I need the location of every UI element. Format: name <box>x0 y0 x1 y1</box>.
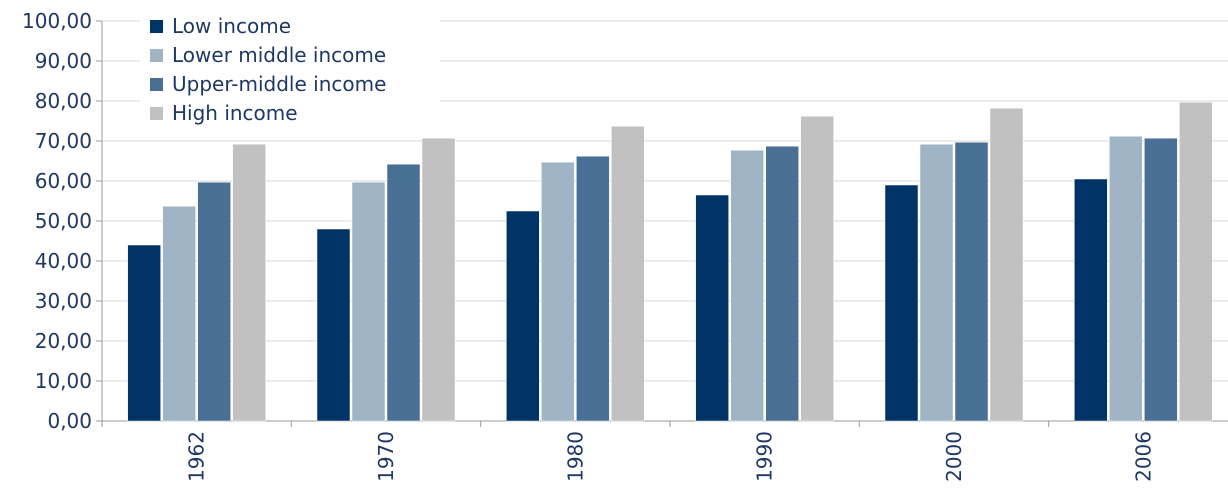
x-tick-label: 1970 <box>374 431 398 482</box>
bar-high-income-1980 <box>611 125 645 422</box>
bar-lower-middle-income-1980 <box>541 161 575 422</box>
bar-upper-middle-income-2006 <box>1144 137 1178 422</box>
y-tick-label: 40,00 <box>35 249 92 273</box>
bar-upper-middle-income-1970 <box>386 163 421 422</box>
bar-lower-middle-income-1962 <box>162 205 196 422</box>
bar-lower-middle-income-1970 <box>351 181 386 422</box>
x-tick-label: 1962 <box>185 431 209 482</box>
y-tick-label: 80,00 <box>35 89 92 113</box>
bar-high-income-1970 <box>421 137 456 422</box>
y-tick-label: 70,00 <box>35 129 92 153</box>
legend-swatch <box>150 20 163 33</box>
x-tick-label: 2000 <box>942 431 966 482</box>
legend: Low income Lower middle income Upper-middl… <box>140 8 440 130</box>
legend-background <box>140 8 440 130</box>
legend-label: Lower middle income <box>172 43 386 67</box>
legend-label: Upper-middle income <box>172 72 386 96</box>
x-tick-label: 2006 <box>1131 431 1155 482</box>
y-tick-label: 50,00 <box>35 209 92 233</box>
legend-swatch <box>150 107 163 120</box>
x-tick-label: 1990 <box>753 431 777 482</box>
y-tick-label: 10,00 <box>35 369 92 393</box>
bar-low-income-1970 <box>316 228 351 422</box>
bar-low-income-2006 <box>1074 178 1108 422</box>
y-tick-label: 0,00 <box>47 409 92 433</box>
bar-lower-middle-income-1990 <box>730 149 764 422</box>
bar-high-income-1962 <box>232 143 266 422</box>
bar-low-income-1980 <box>506 210 540 422</box>
bar-lower-middle-income-2000 <box>919 143 954 422</box>
x-axis-ticks: 1962 1970 1980 1990 2000 2006 <box>185 431 1156 482</box>
bar-low-income-1990 <box>695 194 729 422</box>
bar-lower-middle-income-2006 <box>1109 135 1143 422</box>
y-axis-ticks: 0,00 10,00 20,00 30,00 40,00 50,00 60,00 70,00 8… <box>22 9 92 433</box>
axes <box>96 20 1228 427</box>
bar-high-income-1990 <box>800 115 834 422</box>
bar-low-income-1962 <box>127 244 161 422</box>
bar-high-income-2000 <box>989 107 1024 422</box>
bar-upper-middle-income-1980 <box>576 155 610 422</box>
y-tick-label: 20,00 <box>35 329 92 353</box>
legend-label: Low income <box>172 14 291 38</box>
bar-upper-middle-income-1962 <box>197 181 231 422</box>
bar-upper-middle-income-1990 <box>765 145 799 422</box>
bar-upper-middle-income-2000 <box>954 141 989 422</box>
legend-swatch <box>150 78 163 91</box>
grid-lines <box>102 20 1228 382</box>
bar-high-income-2006 <box>1179 101 1213 422</box>
bar-low-income-2000 <box>884 184 919 422</box>
y-tick-label: 100,00 <box>22 9 92 33</box>
bars <box>127 101 1213 422</box>
y-tick-label: 90,00 <box>35 49 92 73</box>
y-tick-label: 60,00 <box>35 169 92 193</box>
y-tick-label: 30,00 <box>35 289 92 313</box>
legend-swatch <box>150 49 163 62</box>
x-tick-label: 1980 <box>563 431 587 482</box>
legend-label: High income <box>172 101 298 125</box>
